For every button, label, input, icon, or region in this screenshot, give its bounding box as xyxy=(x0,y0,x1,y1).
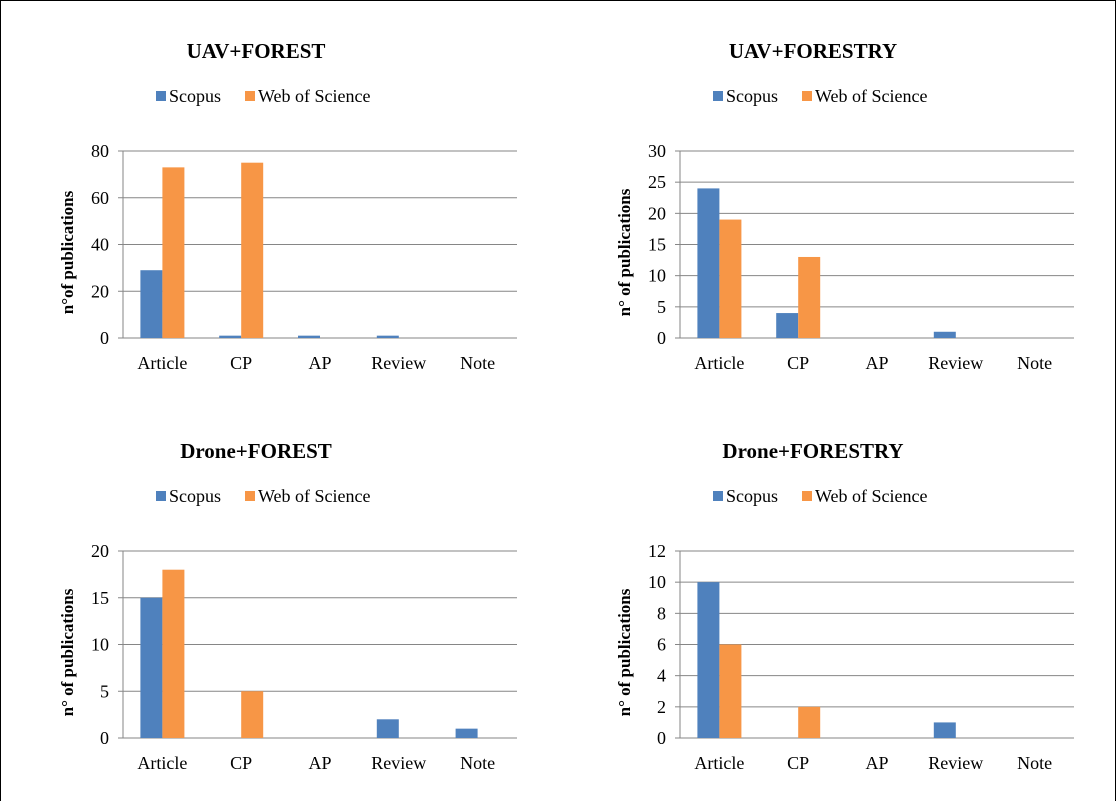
chart-panel-uav-forest: UAV+FOREST Scopus Web of Science 0 20 40 60 80 n… xyxy=(1,1,556,399)
chart-title: Drone+FORESTRY xyxy=(722,439,903,463)
y-tick-label: 10 xyxy=(648,266,666,286)
y-tick-label: 80 xyxy=(91,141,109,161)
legend-swatch-scopus xyxy=(156,91,166,101)
y-tick-label: 0 xyxy=(657,328,666,348)
y-tick-label: 10 xyxy=(648,572,666,592)
bar-scopus-review xyxy=(376,335,399,338)
x-tick-label: CP xyxy=(787,753,809,773)
bar-web-of-science-article xyxy=(719,644,742,738)
x-tick-label: CP xyxy=(230,353,252,373)
chart-title: Drone+FOREST xyxy=(180,439,332,463)
legend-swatch-web-of-science xyxy=(802,491,812,501)
legend-label-web-of-science: Web of Science xyxy=(815,486,928,506)
chart-panel-drone-forestry: Drone+FORESTRY Scopus Web of Science 0 2 4 6 8 1… xyxy=(558,401,1113,799)
y-tick-label: 10 xyxy=(91,635,109,655)
y-axis-label: n° of publications xyxy=(615,588,634,716)
legend-swatch-web-of-science xyxy=(245,491,255,501)
x-tick-label: Review xyxy=(928,353,983,373)
y-tick-label: 20 xyxy=(648,203,666,223)
bar-scopus-article xyxy=(697,582,720,738)
chart-panel-uav-forestry: UAV+FORESTRY Scopus Web of Science 0 5 10 15 20… xyxy=(558,1,1113,399)
y-tick-label: 60 xyxy=(91,188,109,208)
x-tick-label: Article xyxy=(694,353,744,373)
bar-scopus-ap xyxy=(298,335,320,338)
chart-svg: UAV+FOREST Scopus Web of Science 0 20 40 60 80 n… xyxy=(58,39,517,373)
x-tick-label: AP xyxy=(308,353,331,373)
legend-label-web-of-science: Web of Science xyxy=(258,86,371,106)
legend-swatch-web-of-science xyxy=(802,91,812,101)
legend-label-web-of-science: Web of Science xyxy=(815,86,928,106)
y-tick-label: 12 xyxy=(648,541,666,561)
y-tick-label: 20 xyxy=(91,281,109,301)
bar-web-of-science-article xyxy=(162,167,185,338)
bar-scopus-article xyxy=(140,270,163,338)
x-tick-label: AP xyxy=(865,753,888,773)
bar-web-of-science-cp xyxy=(798,706,821,738)
y-tick-label: 5 xyxy=(100,681,109,701)
bar-web-of-science-cp xyxy=(241,691,264,738)
chart-svg: Drone+FORESTRY Scopus Web of Science 0 2 4 6 8 1… xyxy=(615,439,1074,773)
bar-scopus-review xyxy=(933,331,956,338)
bar-web-of-science-cp xyxy=(241,162,264,338)
chart-panel-drone-forest: Drone+FOREST Scopus Web of Science 0 5 10 15 20… xyxy=(1,401,556,799)
y-tick-label: 0 xyxy=(657,728,666,748)
legend-swatch-scopus xyxy=(713,91,723,101)
bar-scopus-note xyxy=(455,728,478,738)
x-tick-label: Note xyxy=(1017,753,1052,773)
y-tick-label: 15 xyxy=(91,588,109,608)
x-tick-label: Review xyxy=(371,353,426,373)
x-tick-label: Article xyxy=(137,353,187,373)
legend-label-scopus: Scopus xyxy=(169,86,221,106)
y-tick-label: 4 xyxy=(657,666,666,686)
y-tick-label: 25 xyxy=(648,172,666,192)
bar-scopus-review xyxy=(376,719,399,738)
chart-title: UAV+FOREST xyxy=(187,39,326,63)
bar-scopus-cp xyxy=(219,335,242,338)
y-tick-label: 8 xyxy=(657,603,666,623)
y-tick-label: 6 xyxy=(657,635,666,655)
y-axis-label: n° of publications xyxy=(58,588,77,716)
chart-title: UAV+FORESTRY xyxy=(729,39,897,63)
x-tick-label: Review xyxy=(928,753,983,773)
x-tick-label: CP xyxy=(230,753,252,773)
bar-web-of-science-article xyxy=(162,569,185,738)
x-tick-label: Note xyxy=(460,753,495,773)
x-tick-label: Note xyxy=(1017,353,1052,373)
y-tick-label: 30 xyxy=(648,141,666,161)
legend-label-scopus: Scopus xyxy=(726,86,778,106)
y-tick-label: 0 xyxy=(100,328,109,348)
legend-label-scopus: Scopus xyxy=(726,486,778,506)
y-tick-label: 0 xyxy=(100,728,109,748)
legend-label-scopus: Scopus xyxy=(169,486,221,506)
y-tick-label: 20 xyxy=(91,541,109,561)
bar-web-of-science-cp xyxy=(798,256,821,338)
y-tick-label: 5 xyxy=(657,297,666,317)
y-tick-label: 40 xyxy=(91,235,109,255)
bar-scopus-review xyxy=(933,722,956,738)
bar-web-of-science-article xyxy=(719,219,742,338)
x-tick-label: Note xyxy=(460,353,495,373)
x-tick-label: AP xyxy=(308,753,331,773)
y-tick-label: 15 xyxy=(648,235,666,255)
chart-svg: UAV+FORESTRY Scopus Web of Science 0 5 10 15 20… xyxy=(615,39,1074,373)
bar-scopus-article xyxy=(697,188,720,338)
bar-scopus-cp xyxy=(776,313,799,338)
y-tick-label: 2 xyxy=(657,697,666,717)
legend-label-web-of-science: Web of Science xyxy=(258,486,371,506)
legend-swatch-scopus xyxy=(156,491,166,501)
y-axis-label: n°of publications xyxy=(58,190,77,314)
x-tick-label: Article xyxy=(137,753,187,773)
x-tick-label: Article xyxy=(694,753,744,773)
legend-swatch-web-of-science xyxy=(245,91,255,101)
x-tick-label: Review xyxy=(371,753,426,773)
x-tick-label: CP xyxy=(787,353,809,373)
bar-scopus-article xyxy=(140,597,163,738)
chart-svg: Drone+FOREST Scopus Web of Science 0 5 10 15 20… xyxy=(58,439,517,773)
x-tick-label: AP xyxy=(865,353,888,373)
legend-swatch-scopus xyxy=(713,491,723,501)
y-axis-label: n° of publications xyxy=(615,188,634,316)
